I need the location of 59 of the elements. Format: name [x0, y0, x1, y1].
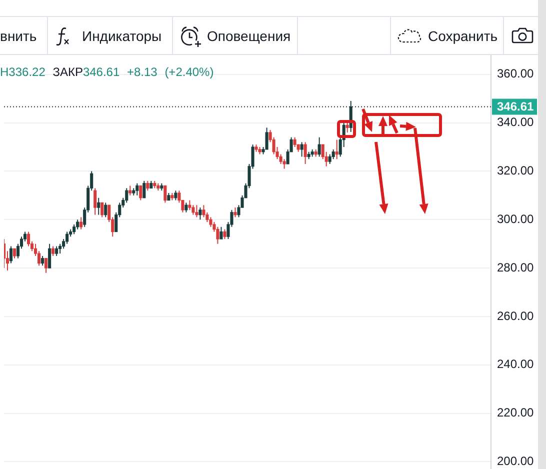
candlestick [332, 148, 335, 160]
candlestick [346, 122, 349, 133]
candlestick [48, 243, 52, 269]
candlestick [300, 142, 304, 158]
candlestick [282, 158, 286, 170]
text: Оповещения [207, 27, 291, 45]
candlestick [12, 248, 16, 259]
candlestick [41, 255, 44, 266]
candlestick [234, 207, 237, 218]
y-tick-label: 340.00 [497, 115, 534, 130]
candlestick [136, 182, 139, 196]
y-tick-label: 280.00 [497, 260, 534, 274]
candlestick [52, 246, 55, 256]
candlestick [104, 202, 108, 218]
candlestick [125, 188, 128, 204]
candlestick [55, 246, 58, 256]
candlestick [94, 188, 97, 216]
text: внить [0, 27, 37, 45]
candlestick [80, 216, 83, 230]
candlestick [26, 231, 30, 247]
y-tick-label: 240.00 [497, 357, 534, 372]
y-tick-label: 360.00 [497, 66, 534, 81]
candlestick [97, 197, 100, 216]
candlestick [318, 136, 321, 158]
candlestick [76, 219, 80, 230]
candlestick [139, 185, 142, 201]
candlestick [192, 204, 195, 216]
candlestick [202, 204, 206, 218]
candlestick [164, 185, 167, 204]
candlestick [66, 231, 69, 244]
candlestick [72, 224, 76, 235]
candlestick [223, 228, 226, 240]
candlestick [216, 226, 220, 244]
candlestick [304, 142, 307, 164]
text: Индикаторы [82, 27, 162, 45]
candlestick [44, 258, 48, 274]
y-tick-label: 300.00 [497, 212, 534, 226]
candlestick [293, 136, 296, 148]
ref-line-label: 346.61 [497, 100, 534, 114]
y-tick-label: 260.00 [497, 308, 534, 323]
y-tick-label: 320.00 [497, 164, 534, 178]
candlestick [128, 185, 132, 196]
text: Сохранить [428, 27, 498, 45]
candlestick [184, 202, 188, 213]
y-tick-label: 220.00 [497, 406, 534, 420]
candlestick [209, 216, 212, 228]
candlestick [328, 154, 332, 164]
candlestick [174, 190, 178, 201]
candlestick [100, 202, 104, 218]
candlestick [142, 180, 146, 198]
candlestick [58, 243, 62, 254]
text: Н336.22 ЗАКР346.61 +8.13 (+2.40%) [0, 65, 214, 80]
y-tick-label: 200.00 [497, 454, 534, 468]
candlestick [335, 139, 338, 160]
candlestick [198, 207, 202, 220]
candlestick [195, 204, 198, 218]
candlestick [220, 226, 223, 240]
candlestick [9, 246, 13, 264]
candlestick [146, 180, 150, 192]
